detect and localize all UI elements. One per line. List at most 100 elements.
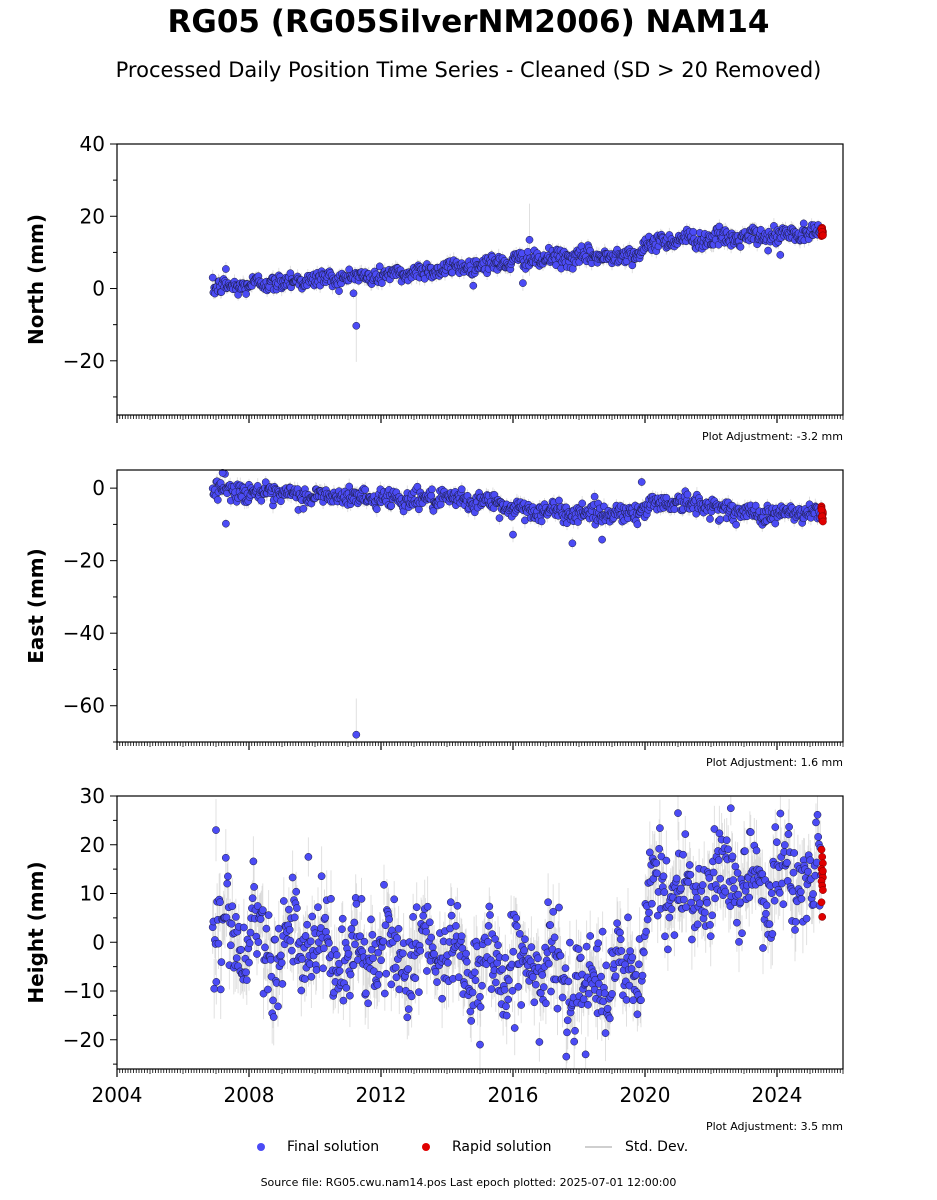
final-point: [245, 958, 253, 967]
final-point: [288, 873, 297, 882]
final-point: [214, 939, 223, 948]
final-point: [208, 273, 217, 282]
final-point: [210, 984, 219, 993]
panel-0: −20 0 20 40 North (mm) Plot Adjustment: -3.2 …: [24, 132, 844, 443]
final-point: [568, 539, 577, 548]
final-point: [537, 517, 546, 526]
final-point: [216, 898, 224, 907]
final-point: [254, 938, 263, 946]
final-point: [278, 980, 287, 988]
final-point: [264, 911, 273, 919]
final-point: [285, 925, 294, 934]
final-point: [307, 972, 316, 981]
chart-title: RG05 (RG05SilverNM2006) NAM14: [167, 4, 770, 40]
final-point: [429, 507, 438, 515]
final-point: [227, 919, 236, 928]
final-point: [523, 247, 532, 256]
final-point: [245, 939, 254, 948]
final-point: [249, 857, 258, 866]
final-point: [578, 499, 587, 508]
final-solution-points: [208, 469, 825, 739]
final-point: [325, 939, 333, 947]
final-point: [224, 872, 232, 881]
final-point: [222, 265, 230, 273]
final-point: [352, 321, 361, 330]
final-point: [598, 535, 606, 544]
final-point: [335, 287, 343, 295]
final-point: [290, 913, 299, 922]
final-point: [525, 235, 534, 244]
final-point: [317, 872, 326, 881]
final-point: [716, 515, 725, 524]
y-tick-label: 20: [80, 204, 105, 228]
final-point: [372, 505, 381, 514]
final-point: [495, 514, 504, 522]
final-point: [469, 281, 478, 290]
final-point: [264, 985, 272, 994]
final-point: [312, 966, 321, 974]
final-solution-points: [208, 219, 825, 330]
final-point: [237, 945, 245, 954]
final-point: [222, 519, 230, 528]
final-point: [258, 906, 267, 914]
final-point: [257, 496, 266, 505]
y-tick-label: −20: [63, 549, 105, 573]
final-point: [287, 946, 296, 955]
rapid-solution-points: [817, 502, 827, 526]
final-point: [285, 905, 293, 914]
final-point: [297, 986, 306, 995]
y-tick-label: −40: [63, 621, 105, 645]
final-point: [277, 958, 286, 967]
final-point: [232, 913, 240, 921]
final-point: [428, 485, 436, 494]
final-point: [292, 887, 301, 896]
y-tick-label: 40: [80, 132, 105, 156]
y-tick-label: −20: [63, 349, 105, 373]
final-point: [226, 941, 235, 950]
rapid-point: [817, 506, 826, 514]
final-point: [345, 482, 354, 491]
final-point: [387, 501, 396, 510]
final-point: [277, 497, 285, 506]
rapid-point: [819, 231, 827, 240]
final-point: [221, 853, 230, 862]
final-point: [228, 902, 237, 911]
rapid-solution-points: [817, 223, 827, 240]
final-point: [314, 903, 322, 912]
final-point: [335, 967, 344, 975]
final-point: [301, 932, 310, 940]
final-point: [670, 505, 679, 514]
final-point: [764, 246, 772, 255]
y-tick-label: −60: [63, 694, 105, 718]
final-point: [293, 904, 301, 912]
final-point: [299, 504, 308, 513]
final-point: [555, 496, 563, 505]
final-point: [349, 289, 358, 298]
plot-adjustment-note: Plot Adjustment: -3.2 mm: [702, 430, 843, 443]
final-point: [242, 968, 250, 977]
final-point: [322, 927, 330, 936]
final-point: [689, 228, 698, 236]
final-point: [223, 879, 232, 888]
final-point: [308, 912, 317, 921]
final-point: [303, 920, 311, 929]
final-point: [706, 515, 714, 523]
chart-subtitle: Processed Daily Position Time Series - C…: [115, 58, 822, 82]
plot-adjustment-note: Plot Adjustment: 1.6 mm: [706, 756, 843, 769]
final-point: [519, 279, 527, 287]
final-point: [261, 943, 269, 952]
final-point: [242, 290, 250, 298]
final-point: [250, 883, 258, 891]
final-point: [274, 924, 283, 933]
final-point: [242, 976, 251, 984]
final-point: [509, 530, 517, 539]
final-point: [352, 730, 361, 739]
final-point: [232, 954, 241, 962]
final-point: [213, 496, 222, 504]
final-point: [271, 935, 279, 944]
final-point: [776, 251, 785, 259]
final-point: [262, 924, 271, 933]
final-point: [321, 913, 330, 922]
y-axis-label: East (mm): [24, 548, 48, 664]
